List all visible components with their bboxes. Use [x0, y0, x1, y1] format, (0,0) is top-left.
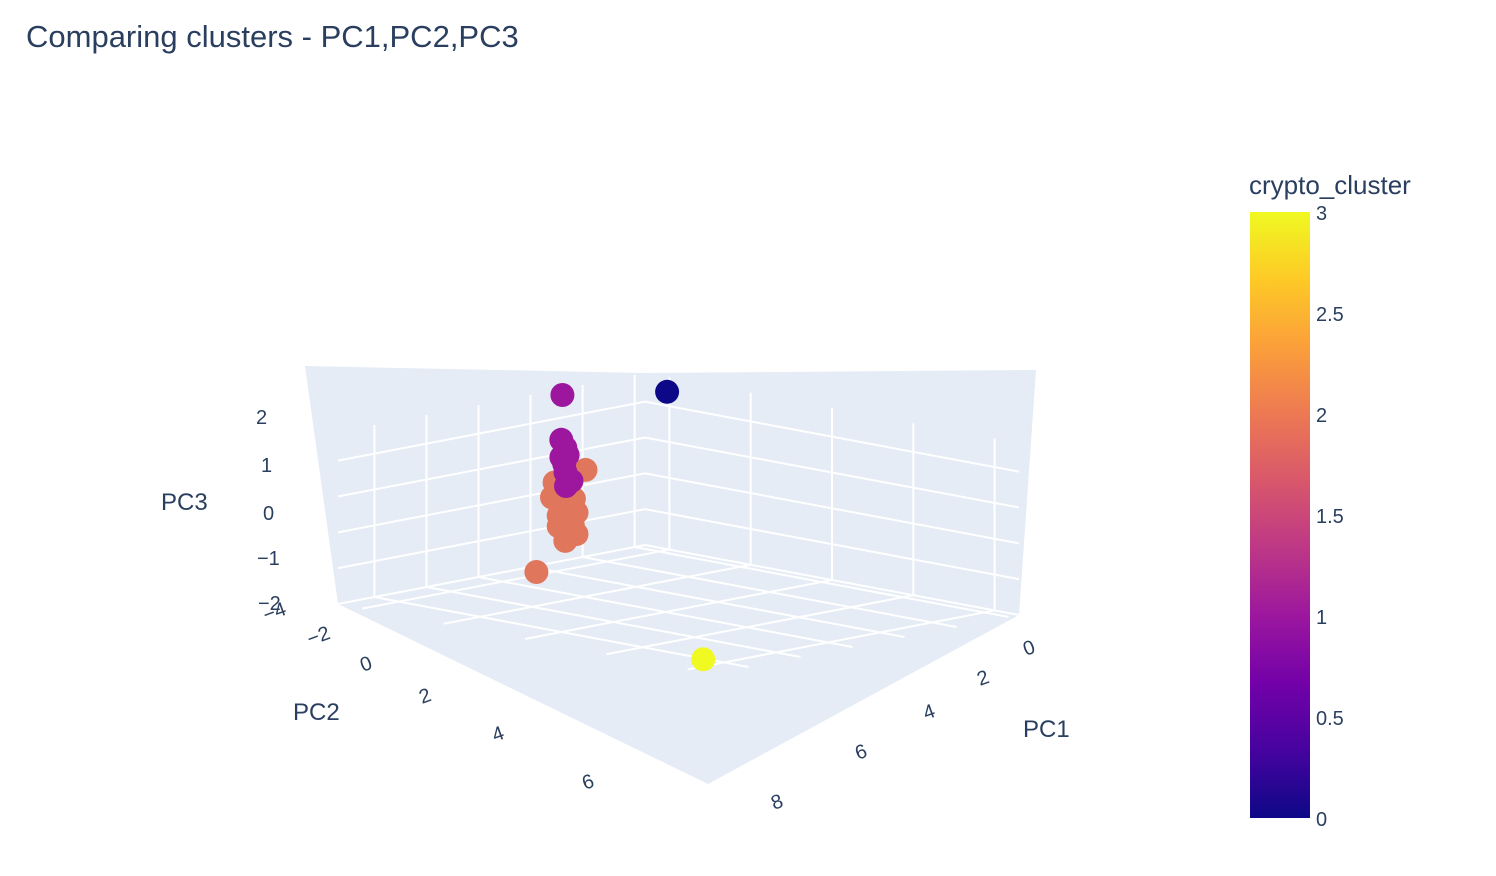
- wall-grid-line: [337, 508, 646, 570]
- x-tick-label: 0: [1020, 636, 1038, 660]
- x-tick-label: 2: [974, 666, 992, 690]
- y-tick-label: 0: [357, 652, 375, 676]
- floor-grid-line: [687, 609, 995, 671]
- data-point-cluster-1[interactable]: [553, 460, 578, 485]
- data-points: [524, 379, 716, 672]
- right-wall-pane: [645, 370, 1036, 615]
- floor-pane: [338, 545, 1019, 784]
- y-tick-label: 6: [579, 770, 597, 794]
- z-tick-label: −2: [258, 593, 281, 615]
- x-tick-label: 8: [768, 790, 786, 814]
- y-tick-label: 2: [416, 684, 434, 708]
- data-point-cluster-2[interactable]: [524, 560, 549, 584]
- wall-grid-line: [644, 472, 1020, 545]
- data-point-cluster-3[interactable]: [691, 647, 716, 672]
- colorbar-tick-label: 1.5: [1316, 506, 1344, 528]
- data-point-cluster-2[interactable]: [553, 528, 578, 553]
- colorbar-title: crypto_cluster: [1249, 170, 1411, 200]
- z-tick-label: −1: [257, 548, 280, 570]
- wall-grid-line: [644, 400, 1020, 473]
- colorbar-tick-label: 0: [1316, 809, 1327, 831]
- floor-grid-line: [362, 548, 670, 610]
- data-point-cluster-1[interactable]: [550, 383, 575, 407]
- grid-lines: [337, 375, 1020, 671]
- data-point-cluster-0[interactable]: [655, 379, 680, 404]
- wall-grid-line: [337, 400, 646, 462]
- z-tick-label: 2: [256, 407, 267, 429]
- colorbar-tick-label: 1: [1316, 607, 1327, 629]
- wall-grid-line: [337, 436, 646, 498]
- colorbar-tick-label: 3: [1316, 203, 1327, 225]
- wall-grid-line: [337, 472, 646, 534]
- floor-grid-line: [634, 546, 1009, 618]
- floor-grid-line: [524, 579, 833, 640]
- wall-grid-line: [644, 544, 1020, 616]
- floor-grid-line: [606, 594, 914, 656]
- y-tick-label: 4: [489, 722, 507, 746]
- floor-grid-line: [443, 563, 751, 625]
- x-tick-label: 6: [852, 740, 870, 764]
- z-tick-label: 0: [263, 503, 274, 525]
- colorbar-gradient: [1250, 212, 1310, 818]
- x-tick-label: 4: [920, 700, 938, 724]
- chart-title: Comparing clusters - PC1,PC2,PC3: [26, 19, 519, 54]
- z-tick-label: 1: [261, 455, 272, 477]
- colorbar-tick-label: 2: [1316, 405, 1327, 427]
- floor-grid-line: [426, 586, 801, 658]
- floor-grid-line: [530, 566, 905, 638]
- x-axis-title: PC1: [1023, 716, 1070, 743]
- wall-grid-line: [337, 544, 646, 605]
- colorbar-tick-label: 2.5: [1316, 304, 1344, 326]
- wall-grid-line: [644, 508, 1020, 581]
- z-axis-title: PC3: [161, 489, 208, 516]
- colorbar-tick-label: 0.5: [1316, 708, 1344, 730]
- floor-grid-line: [478, 576, 853, 648]
- wall-grid-line: [644, 436, 1020, 509]
- floor-grid-line: [374, 596, 749, 668]
- colorbar-ticks: 3 2.5 2 1.5 1 0.5 0: [1316, 203, 1344, 831]
- floor-grid-line: [582, 556, 957, 628]
- y-tick-label: −2: [304, 622, 333, 650]
- y-axis-title: PC2: [293, 699, 340, 726]
